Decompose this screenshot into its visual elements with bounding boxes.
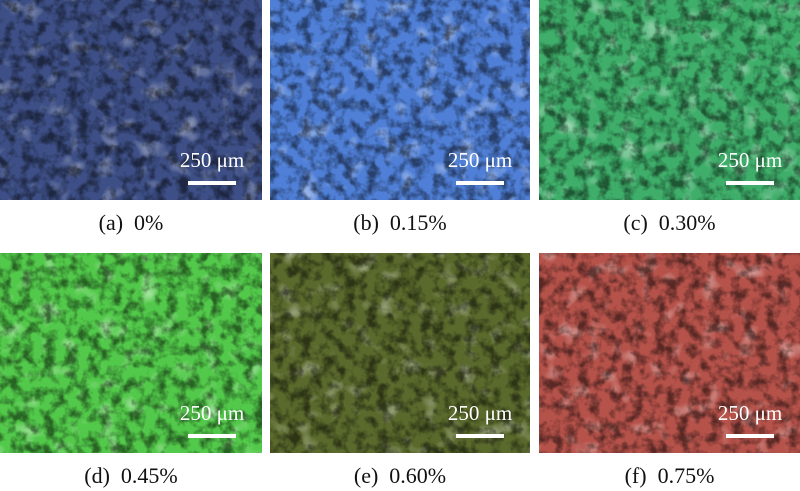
scale-bar [726,181,774,185]
scale-bar-label: 250 μm [448,148,512,172]
micrograph-texture [270,0,530,200]
panel-caption: (a) 0% [99,210,164,235]
micrograph-panel: 250 μm (a) 0% [0,0,262,235]
scale-bar-label: 250 μm [180,148,244,172]
micrograph-texture [270,253,530,453]
micrograph-panel: 250 μm (f) 0.75% [539,253,800,488]
micrograph-texture [539,0,800,200]
scale-bar [456,181,504,185]
scale-bar-label: 250 μm [718,401,782,425]
micrograph-texture [0,0,262,200]
scale-bar [456,434,504,438]
scale-bar [188,434,236,438]
scale-bar-label: 250 μm [448,401,512,425]
panel-caption: (c) 0.30% [623,210,715,235]
panel-caption: (e) 0.60% [354,463,446,488]
micrograph-panel: 250 μm (c) 0.30% [539,0,800,235]
panel-caption: (b) 0.15% [353,210,446,235]
scale-bar [726,434,774,438]
micrograph-panel: 250 μm (d) 0.45% [0,253,262,488]
micrograph-panel: 250 μm (e) 0.60% [270,253,530,488]
scale-bar-label: 250 μm [718,148,782,172]
panel-caption: (d) 0.45% [84,463,177,488]
micrograph-texture [0,253,262,453]
scale-bar-label: 250 μm [180,401,244,425]
panel-caption: (f) 0.75% [625,463,715,488]
micrograph-panel: 250 μm (b) 0.15% [270,0,530,235]
scale-bar [188,181,236,185]
micrograph-texture [539,253,800,453]
